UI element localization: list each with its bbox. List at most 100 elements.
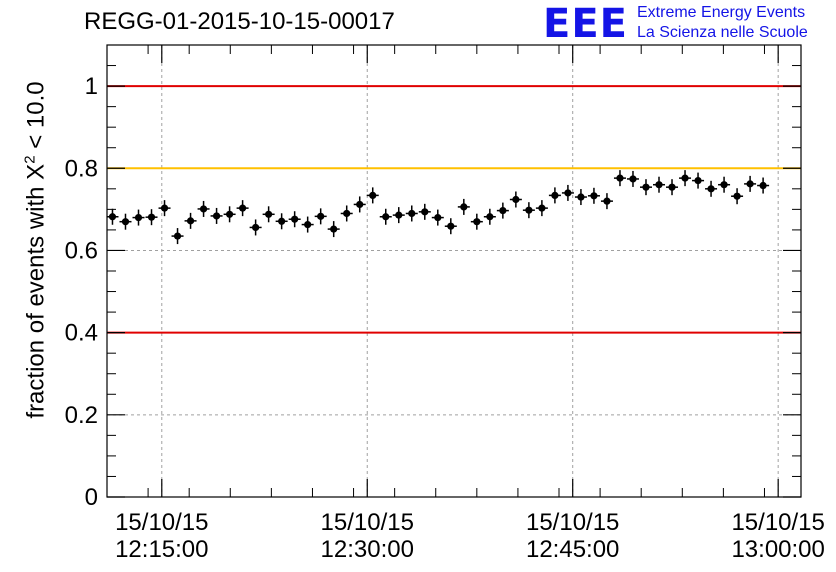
logo-line-2: La Scienza nelle Scuole — [637, 24, 808, 41]
data-marker — [108, 213, 117, 221]
data-marker — [616, 174, 624, 182]
data-marker — [421, 208, 429, 216]
data-marker — [577, 193, 585, 201]
data-marker — [173, 232, 182, 240]
x-tick-date-label: 15/10/15 — [321, 509, 414, 536]
data-point — [483, 208, 496, 225]
data-point — [288, 211, 301, 228]
data-point — [366, 187, 379, 204]
data-point — [444, 218, 457, 235]
x-tick-time-label: 12:30:00 — [321, 536, 414, 563]
data-marker — [134, 213, 143, 222]
data-marker — [538, 204, 546, 212]
data-marker — [512, 195, 520, 204]
data-marker — [434, 213, 442, 222]
data-marker — [291, 215, 299, 223]
data-marker — [694, 177, 702, 185]
data-marker — [369, 191, 377, 199]
x-tick-time-label: 12:45:00 — [526, 536, 619, 563]
reference-lines — [107, 85, 801, 334]
data-point — [587, 187, 600, 204]
data-point — [744, 175, 757, 192]
data-point — [692, 172, 705, 189]
data-point — [626, 170, 639, 187]
data-point — [548, 187, 561, 204]
data-point — [613, 170, 626, 187]
data-marker — [186, 217, 195, 225]
data-point — [457, 198, 470, 215]
data-point — [184, 212, 197, 229]
x-tick-date-label: 15/10/15 — [731, 509, 824, 536]
data-marker — [278, 217, 286, 225]
y-tick-label: 0 — [85, 484, 98, 511]
data-marker — [199, 205, 208, 213]
grid-layer — [107, 45, 801, 497]
data-point — [639, 179, 652, 196]
data-point — [301, 216, 314, 233]
data-marker — [304, 220, 312, 229]
x-tick-time-label: 12:15:00 — [115, 536, 208, 563]
data-points — [106, 170, 770, 245]
data-point — [418, 203, 431, 220]
data-point — [314, 208, 327, 225]
data-marker — [499, 206, 507, 215]
data-point — [262, 206, 275, 223]
data-point — [470, 213, 483, 230]
data-point — [275, 213, 288, 230]
y-tick-label: 0.4 — [65, 320, 98, 347]
data-point — [405, 205, 418, 222]
x-tick-date-label: 15/10/15 — [115, 509, 208, 536]
data-point — [392, 207, 405, 224]
data-point — [353, 196, 366, 213]
data-marker — [160, 204, 169, 212]
data-point — [653, 176, 666, 193]
data-point — [718, 176, 731, 193]
data-point — [132, 209, 145, 226]
data-marker — [343, 209, 351, 218]
data-marker — [681, 174, 689, 182]
data-point — [600, 193, 613, 210]
data-marker — [225, 210, 234, 218]
data-marker — [551, 191, 559, 199]
chart-title: REGG-01-2015-10-15-00017 — [84, 8, 395, 35]
data-point — [379, 208, 392, 225]
data-point — [340, 205, 353, 222]
x-tick-date-label: 15/10/15 — [526, 509, 619, 536]
data-marker — [460, 203, 468, 211]
data-point — [106, 208, 119, 225]
logo-line-1: Extreme Energy Events — [637, 4, 806, 21]
data-marker — [720, 181, 728, 189]
data-marker — [317, 212, 325, 220]
data-point — [431, 209, 444, 226]
data-marker — [473, 218, 481, 226]
data-marker — [147, 213, 156, 221]
data-point — [249, 219, 262, 236]
data-point — [757, 177, 770, 194]
data-marker — [486, 213, 494, 221]
data-marker — [642, 183, 650, 191]
data-point — [535, 200, 548, 217]
data-marker — [447, 222, 455, 230]
data-marker — [629, 175, 637, 183]
data-marker — [525, 206, 533, 214]
data-marker — [746, 180, 754, 188]
data-marker — [564, 189, 572, 197]
data-point — [522, 202, 535, 219]
x-tick-time-label: 13:00:00 — [731, 536, 824, 563]
logo-mark: EEE — [543, 1, 628, 47]
data-point — [171, 228, 184, 245]
y-tick-label: 1 — [85, 73, 98, 100]
tick-labels: 00.20.40.60.8115/10/1512:15:0015/10/1512… — [65, 73, 825, 563]
data-marker — [265, 210, 273, 218]
data-point — [236, 200, 249, 217]
data-marker — [239, 204, 247, 212]
data-point — [509, 191, 522, 208]
data-point — [561, 184, 574, 201]
data-point — [210, 207, 223, 224]
data-point — [145, 209, 158, 226]
data-marker — [655, 181, 663, 189]
data-point — [705, 180, 718, 197]
data-marker — [382, 213, 390, 221]
data-marker — [668, 183, 676, 191]
